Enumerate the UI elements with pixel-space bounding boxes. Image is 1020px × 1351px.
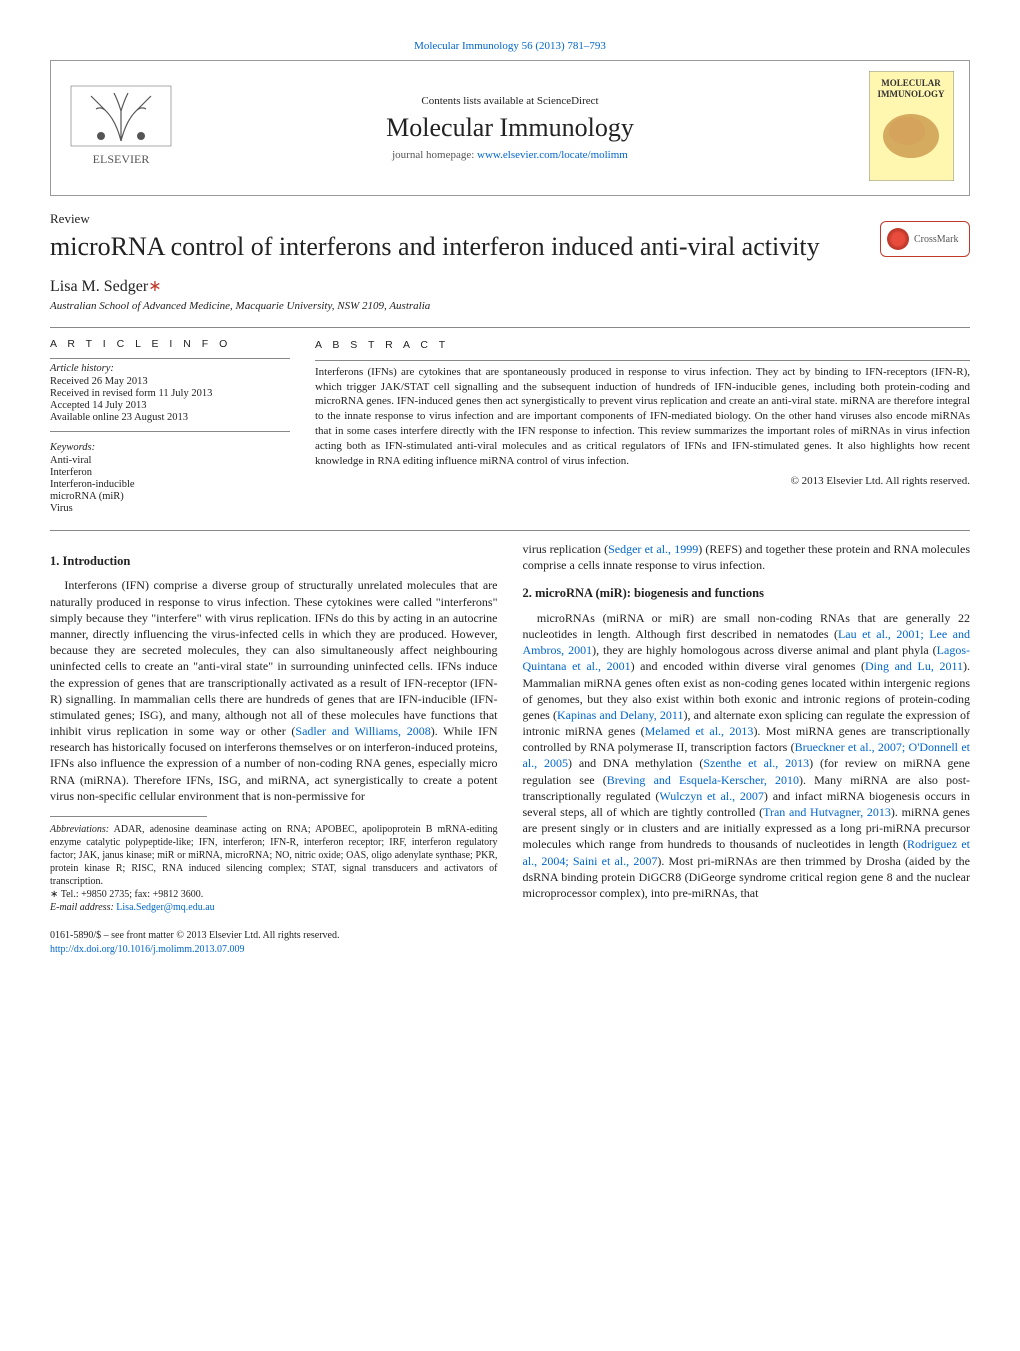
abstract-text: Interferons (IFNs) are cytokines that ar… xyxy=(315,365,970,469)
abstract-heading: A B S T R A C T xyxy=(315,338,970,352)
keyword: microRNA (miR) xyxy=(50,491,290,502)
svg-text:MOLECULAR: MOLECULAR xyxy=(881,78,941,88)
body-columns: 1. Introduction Interferons (IFN) compri… xyxy=(50,541,970,957)
abstract-copyright: © 2013 Elsevier Ltd. All rights reserved… xyxy=(315,474,970,489)
article-type: Review xyxy=(50,211,970,227)
publisher-logo: ELSEVIER xyxy=(66,81,186,175)
keywords-label: Keywords: xyxy=(50,442,290,453)
body-paragraph: virus replication (Sedger et al., 1999) … xyxy=(523,541,971,573)
section-divider xyxy=(50,530,970,531)
contents-available-line: Contents lists available at ScienceDirec… xyxy=(186,95,834,107)
keyword: Interferon xyxy=(50,467,290,478)
sciencedirect-link[interactable]: ScienceDirect xyxy=(537,95,599,107)
history-item: Accepted 14 July 2013 xyxy=(50,400,290,411)
keyword: Interferon-inducible xyxy=(50,479,290,490)
crossmark-badge[interactable]: CrossMark xyxy=(880,221,970,257)
elsevier-tree-icon: ELSEVIER xyxy=(66,81,176,171)
body-paragraph: microRNAs (miRNA or miR) are small non-c… xyxy=(523,610,971,901)
section-heading: 1. Introduction xyxy=(50,553,498,570)
abbreviations-footnote: Abbreviations: ADAR, adenosine deaminase… xyxy=(50,823,498,888)
issn-line: 0161-5890/$ – see front matter © 2013 El… xyxy=(50,929,498,943)
citation-link[interactable]: Wulczyn et al., 2007 xyxy=(659,789,764,803)
citation-link[interactable]: Breving and Esquela-Kerscher, 2010 xyxy=(607,773,799,787)
citation-link[interactable]: Melamed et al., 2013 xyxy=(645,724,754,738)
keyword: Virus xyxy=(50,503,290,514)
keyword: Anti-viral xyxy=(50,455,290,466)
history-item: Received in revised form 11 July 2013 xyxy=(50,388,290,399)
history-label: Article history: xyxy=(50,363,290,374)
citation-link[interactable]: Tran and Hutvagner, 2013 xyxy=(763,805,891,819)
author-email-link[interactable]: Lisa.Sedger@mq.edu.au xyxy=(114,902,215,913)
front-matter-footer: 0161-5890/$ – see front matter © 2013 El… xyxy=(50,929,498,956)
corresponding-mark: ∗ xyxy=(148,278,161,295)
svg-text:IMMUNOLOGY: IMMUNOLOGY xyxy=(878,89,945,99)
email-footnote: E-mail address: Lisa.Sedger@mq.edu.au xyxy=(50,901,498,914)
citation-link[interactable]: Kapinas and Delany, 2011 xyxy=(557,708,684,722)
body-paragraph: Interferons (IFN) comprise a diverse gro… xyxy=(50,577,498,804)
history-item: Received 26 May 2013 xyxy=(50,376,290,387)
footnote-separator xyxy=(50,816,207,817)
issue-header: Molecular Immunology 56 (2013) 781–793 xyxy=(50,40,970,52)
section-heading: 2. microRNA (miR): biogenesis and functi… xyxy=(523,585,971,602)
doi-link[interactable]: http://dx.doi.org/10.1016/j.molimm.2013.… xyxy=(50,944,245,955)
citation-link[interactable]: Szenthe et al., 2013 xyxy=(703,756,809,770)
corresponding-footnote: ∗ Tel.: +9850 2735; fax: +9812 3600. xyxy=(50,888,498,901)
article-title: microRNA control of interferons and inte… xyxy=(50,231,970,264)
author-line: Lisa M. Sedger∗ xyxy=(50,276,970,296)
author-name: Lisa M. Sedger xyxy=(50,278,148,295)
article-info-heading: A R T I C L E I N F O xyxy=(50,338,290,350)
citation-link[interactable]: Sedger et al., 1999 xyxy=(608,542,698,556)
history-item: Available online 23 August 2013 xyxy=(50,412,290,423)
issue-link[interactable]: Molecular Immunology 56 (2013) 781–793 xyxy=(414,40,606,52)
journal-title: Molecular Immunology xyxy=(186,113,834,143)
journal-cover: MOLECULAR IMMUNOLOGY xyxy=(834,71,954,185)
abstract-block: A B S T R A C T Interferons (IFNs) are c… xyxy=(315,338,970,515)
crossmark-icon xyxy=(887,228,909,250)
abbrev-label: Abbreviations: xyxy=(50,824,109,835)
svg-text:ELSEVIER: ELSEVIER xyxy=(93,152,150,166)
section-divider xyxy=(50,327,970,328)
crossmark-label: CrossMark xyxy=(914,234,958,245)
citation-link[interactable]: Sadler and Williams, 2008 xyxy=(295,724,430,738)
journal-cover-icon: MOLECULAR IMMUNOLOGY xyxy=(869,71,954,181)
journal-header-box: ELSEVIER Contents lists available at Sci… xyxy=(50,60,970,196)
article-info-block: A R T I C L E I N F O Article history: R… xyxy=(50,338,290,515)
citation-link[interactable]: Ding and Lu, 2011 xyxy=(865,659,963,673)
author-affiliation: Australian School of Advanced Medicine, … xyxy=(50,300,970,312)
journal-homepage-link[interactable]: www.elsevier.com/locate/molimm xyxy=(477,149,628,161)
homepage-line: journal homepage: www.elsevier.com/locat… xyxy=(186,149,834,161)
